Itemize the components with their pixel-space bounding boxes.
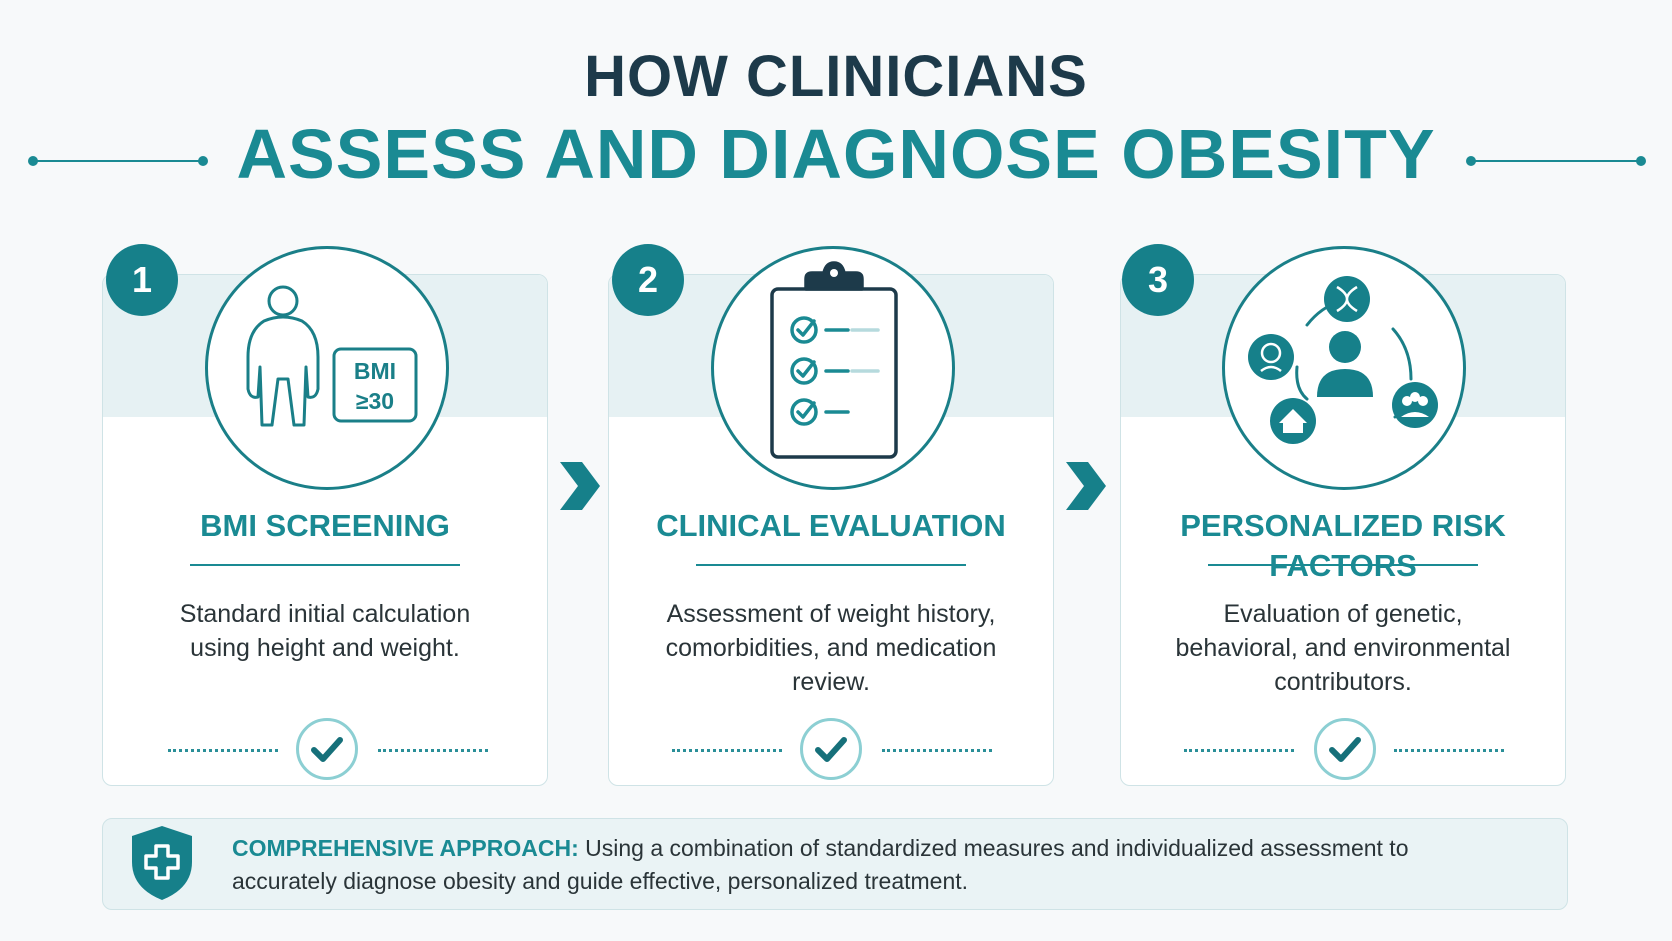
dotted-divider-right [1394, 749, 1504, 752]
dotted-divider-left [1184, 749, 1294, 752]
step-icon-circle [711, 246, 955, 490]
chevron-right-icon [560, 462, 600, 510]
check-circle [800, 718, 862, 780]
title-line-1: HOW CLINICIANS [584, 44, 1088, 109]
chevron-right-icon [1066, 462, 1106, 510]
checkmark-icon [1329, 737, 1361, 762]
person-icon [1329, 331, 1361, 363]
step-icon-circle [1222, 246, 1466, 490]
dotted-divider-right [882, 749, 992, 752]
step-title-rule [696, 564, 966, 566]
person-bmi-icon: BMI ≥30 [246, 285, 418, 427]
right-decor-dot [1636, 156, 1646, 166]
step-title-rule [1208, 564, 1478, 566]
community-icon [1392, 382, 1438, 428]
right-decor-line [1472, 160, 1642, 162]
step-description: Assessment of weight history, comorbidit… [608, 597, 1054, 699]
step-description: Standard initial calculation using heigh… [102, 597, 548, 665]
check-circle [1314, 718, 1376, 780]
left-decor-line [34, 160, 204, 162]
checkmark-icon [815, 737, 847, 762]
step-title: CLINICAL EVALUATION [656, 508, 1006, 543]
summary-banner [102, 818, 1568, 910]
medical-shield-icon [132, 826, 192, 900]
step-description-text: Evaluation of genetic, behavioral, and e… [1175, 600, 1511, 696]
title-line-2: ASSESS AND DIAGNOSE OBESITY [236, 115, 1436, 193]
clipboard-checklist-icon [770, 261, 898, 459]
step-description-text: Standard initial calculation using heigh… [179, 600, 471, 662]
dotted-divider-right [378, 749, 488, 752]
left-decor-dot-inner [198, 156, 208, 166]
step-description: Evaluation of genetic, behavioral, and e… [1120, 597, 1566, 699]
step-icon-circle: BMI ≥30 [205, 246, 449, 490]
bmi-badge-line2: ≥30 [356, 388, 394, 414]
dotted-divider-left [168, 749, 278, 752]
checkmark-icon [311, 737, 343, 762]
dna-icon [1324, 276, 1370, 322]
behavior-icon [1248, 334, 1294, 380]
summary-label: COMPREHENSIVE APPROACH: [232, 835, 579, 861]
summary-body: Using a combination of standardized meas… [232, 835, 1409, 894]
step-title-rule [190, 564, 460, 566]
check-circle [296, 718, 358, 780]
summary-text: COMPREHENSIVE APPROACH: Using a combinat… [232, 832, 1432, 898]
step-number-badge: 2 [612, 244, 684, 316]
left-decor-dot [28, 156, 38, 166]
right-decor-dot-inner [1466, 156, 1476, 166]
step-title: BMI SCREENING [200, 508, 450, 543]
step-description-text: Assessment of weight history, comorbidit… [665, 600, 997, 696]
bmi-badge-line1: BMI [354, 358, 396, 384]
risk-factors-network-icon [1248, 276, 1438, 444]
step-number-badge: 3 [1122, 244, 1194, 316]
step-number-badge: 1 [106, 244, 178, 316]
environment-icon [1270, 398, 1316, 444]
step-title: PERSONALIZED RISK FACTORS [1180, 508, 1506, 583]
dotted-divider-left [672, 749, 782, 752]
